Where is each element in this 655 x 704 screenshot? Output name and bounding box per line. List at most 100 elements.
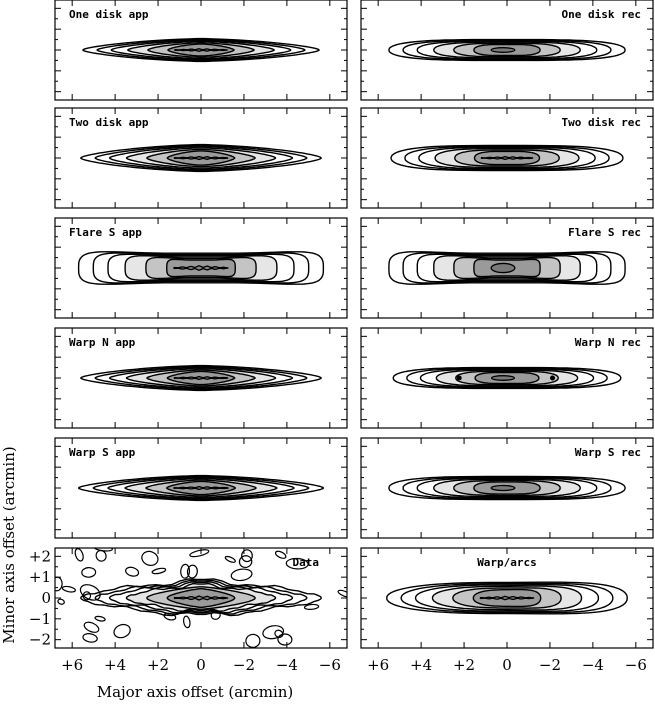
noise-contour xyxy=(55,576,63,592)
panel-label: Flare S app xyxy=(69,226,142,239)
contours xyxy=(392,366,622,390)
contours xyxy=(55,548,347,648)
noise-contour xyxy=(82,591,92,601)
contours xyxy=(80,364,322,392)
panel-label: Warp N rec xyxy=(575,336,641,349)
noise-contour xyxy=(285,557,309,570)
y-axis-title: Minor axis offset (arcmin) xyxy=(0,446,18,643)
core-contour xyxy=(479,595,535,601)
x-tick-label: −6 xyxy=(319,656,341,674)
x-tick-label: +4 xyxy=(104,656,126,674)
x-tick-label: +6 xyxy=(367,656,389,674)
contours xyxy=(77,474,325,502)
contours xyxy=(388,38,626,62)
x-tick-label: −2 xyxy=(233,656,255,674)
noise-contour xyxy=(57,598,65,605)
y-tick-label: −2 xyxy=(29,631,51,649)
x-tick-label: +2 xyxy=(147,656,169,674)
x-axis-title: Major axis offset (arcmin) xyxy=(97,683,294,701)
panel-ticks xyxy=(361,548,653,648)
y-tick-label: +2 xyxy=(29,547,51,565)
core-contour xyxy=(173,155,229,161)
x-tick-labels: +6 +4 +2 0 −2 −4 −6 +6 +4 +2 0 −2 −4 −6 xyxy=(61,656,647,674)
y-tick-label: 0 xyxy=(41,589,51,607)
noise-contour xyxy=(79,584,101,601)
core-contour xyxy=(490,375,516,381)
panel-ticks xyxy=(361,0,653,100)
noise-contour xyxy=(82,633,98,643)
core-dot xyxy=(550,375,556,381)
panel-label: Warp S app xyxy=(69,446,136,459)
panel-7: Warp N rec xyxy=(360,327,654,429)
core-contour xyxy=(490,47,516,53)
noise-contour xyxy=(81,566,97,578)
panel-ticks xyxy=(361,328,653,428)
contours xyxy=(388,475,626,501)
panel-11: Warp/arcs xyxy=(360,547,654,649)
x-tick-label: +6 xyxy=(61,656,83,674)
core-dot xyxy=(456,375,462,381)
panel-ticks xyxy=(361,438,653,538)
panel-label: Warp N app xyxy=(69,336,136,349)
panel-8: Warp S app xyxy=(54,437,348,539)
panel-label: Two disk app xyxy=(69,116,149,129)
noise-contour xyxy=(61,585,76,593)
x-tick-label: −4 xyxy=(276,656,298,674)
panel-ticks xyxy=(361,108,653,208)
noise-contour xyxy=(274,629,284,638)
panel-label: One disk rec xyxy=(562,8,641,21)
noise-contour xyxy=(94,615,106,622)
noise-contour xyxy=(224,555,236,563)
noise-contour xyxy=(93,548,113,552)
x-tick-label: +2 xyxy=(453,656,475,674)
core-contour xyxy=(173,264,229,272)
panel-ticks xyxy=(55,548,347,648)
panel-label: One disk app xyxy=(69,8,149,21)
panel-label: Two disk rec xyxy=(562,116,641,129)
panel-5: Flare S rec xyxy=(360,217,654,319)
contours xyxy=(390,144,624,172)
core-contour xyxy=(173,595,229,601)
panel-label: Flare S rec xyxy=(568,226,641,239)
panel-grid: One disk app One disk rec Two disk app Two … xyxy=(54,0,654,649)
panel-2: Two disk app xyxy=(54,107,348,209)
panel-10: Data xyxy=(54,547,348,649)
panel-label: Warp/arcs xyxy=(477,556,537,569)
y-tick-label: −1 xyxy=(29,610,51,628)
noise-contour xyxy=(303,603,320,610)
x-tick-label: −2 xyxy=(539,656,561,674)
noise-contour xyxy=(83,621,100,633)
panel-ticks xyxy=(55,0,347,100)
y-tick-label: +1 xyxy=(29,568,51,586)
panel-label: Warp S rec xyxy=(575,446,641,459)
noise-contour xyxy=(182,615,191,629)
panel-3: Two disk rec xyxy=(360,107,654,209)
x-tick-label: 0 xyxy=(502,656,512,674)
noise-contour xyxy=(189,549,210,558)
x-tick-label: −4 xyxy=(582,656,604,674)
noise-contour xyxy=(337,589,347,598)
x-tick-label: 0 xyxy=(196,656,206,674)
core-contour xyxy=(173,485,229,491)
noise-contour xyxy=(125,566,140,577)
core-contour xyxy=(490,484,516,492)
contours xyxy=(388,251,626,285)
panel-9: Warp S rec xyxy=(360,437,654,539)
noise-contour xyxy=(245,633,261,648)
noise-contour xyxy=(151,567,167,575)
panel-ticks xyxy=(361,218,653,318)
core-contour xyxy=(480,155,534,161)
noise-contour xyxy=(163,612,177,621)
panel-6: Warp N app xyxy=(54,327,348,429)
noise-contour xyxy=(186,564,198,579)
x-tick-label: +4 xyxy=(410,656,432,674)
noise-contour xyxy=(241,549,253,563)
panel-1: One disk rec xyxy=(360,0,654,101)
panel-4: Flare S app xyxy=(54,217,348,319)
panel-0: One disk app xyxy=(54,0,348,101)
noise-contour xyxy=(141,550,159,566)
noise-contour xyxy=(180,563,191,579)
panel-ticks xyxy=(55,108,347,208)
noise-contour xyxy=(238,555,253,569)
